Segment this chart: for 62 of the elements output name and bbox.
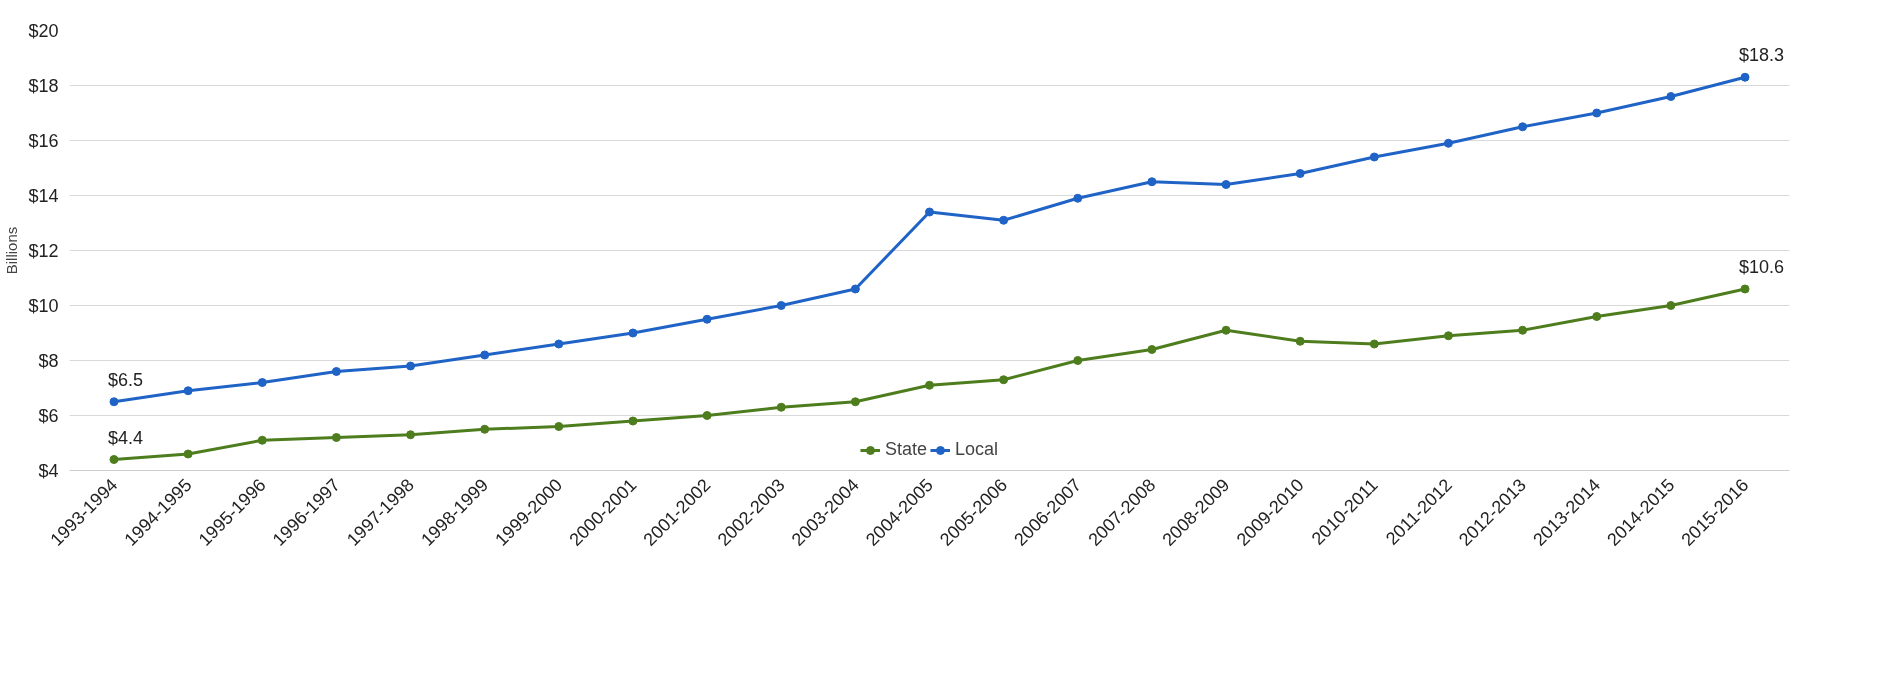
point	[776, 402, 786, 412]
legend-label: Local	[955, 439, 999, 460]
point	[628, 416, 638, 426]
y-tick-label: $18	[28, 75, 59, 96]
point	[109, 397, 119, 407]
point	[1740, 72, 1750, 82]
point	[1295, 169, 1305, 178]
data-label: $4.4	[107, 427, 144, 448]
point	[480, 424, 490, 434]
point	[554, 422, 564, 431]
y-tick-label: $10	[28, 295, 59, 316]
point	[1443, 138, 1453, 148]
y-axis-title: Billions	[3, 226, 21, 275]
point	[925, 380, 934, 390]
point	[406, 430, 416, 440]
legend-label: State	[884, 439, 927, 460]
point	[1073, 356, 1083, 365]
point	[702, 411, 712, 420]
point	[1666, 92, 1676, 101]
point	[1073, 193, 1083, 203]
point	[1740, 284, 1750, 294]
point	[1592, 108, 1602, 118]
point	[109, 455, 119, 464]
point	[702, 314, 712, 324]
point	[1221, 180, 1231, 189]
y-tick-label: $6	[38, 405, 59, 426]
point	[257, 435, 267, 445]
point	[1369, 152, 1379, 162]
point	[480, 350, 490, 360]
point	[257, 378, 267, 387]
point	[183, 386, 193, 396]
data-label: $10.6	[1739, 257, 1785, 277]
y-tick-label: $20	[28, 20, 59, 41]
point	[1518, 325, 1528, 335]
y-tick-label: $4	[38, 460, 59, 481]
point	[331, 433, 341, 442]
data-label: $6.5	[107, 369, 144, 390]
point	[1443, 331, 1453, 341]
point	[1666, 301, 1676, 310]
point	[850, 284, 860, 294]
point	[554, 339, 564, 349]
point	[999, 215, 1009, 225]
y-tick-label: $8	[38, 350, 59, 371]
point	[1369, 339, 1379, 349]
point	[999, 375, 1009, 385]
point	[183, 449, 193, 459]
point	[406, 361, 416, 371]
point	[850, 397, 860, 407]
y-tick-label: $16	[28, 130, 59, 151]
point	[1147, 345, 1157, 354]
point	[776, 301, 786, 310]
point	[331, 367, 341, 376]
point	[628, 328, 638, 338]
y-tick-label: $12	[28, 240, 59, 261]
point	[1295, 336, 1305, 346]
point	[1518, 122, 1528, 132]
point	[1147, 177, 1157, 187]
y-tick-label: $14	[28, 185, 59, 206]
point	[1592, 312, 1602, 321]
data-label: $18.3	[1739, 45, 1785, 66]
point	[925, 207, 934, 217]
point	[1221, 325, 1231, 335]
